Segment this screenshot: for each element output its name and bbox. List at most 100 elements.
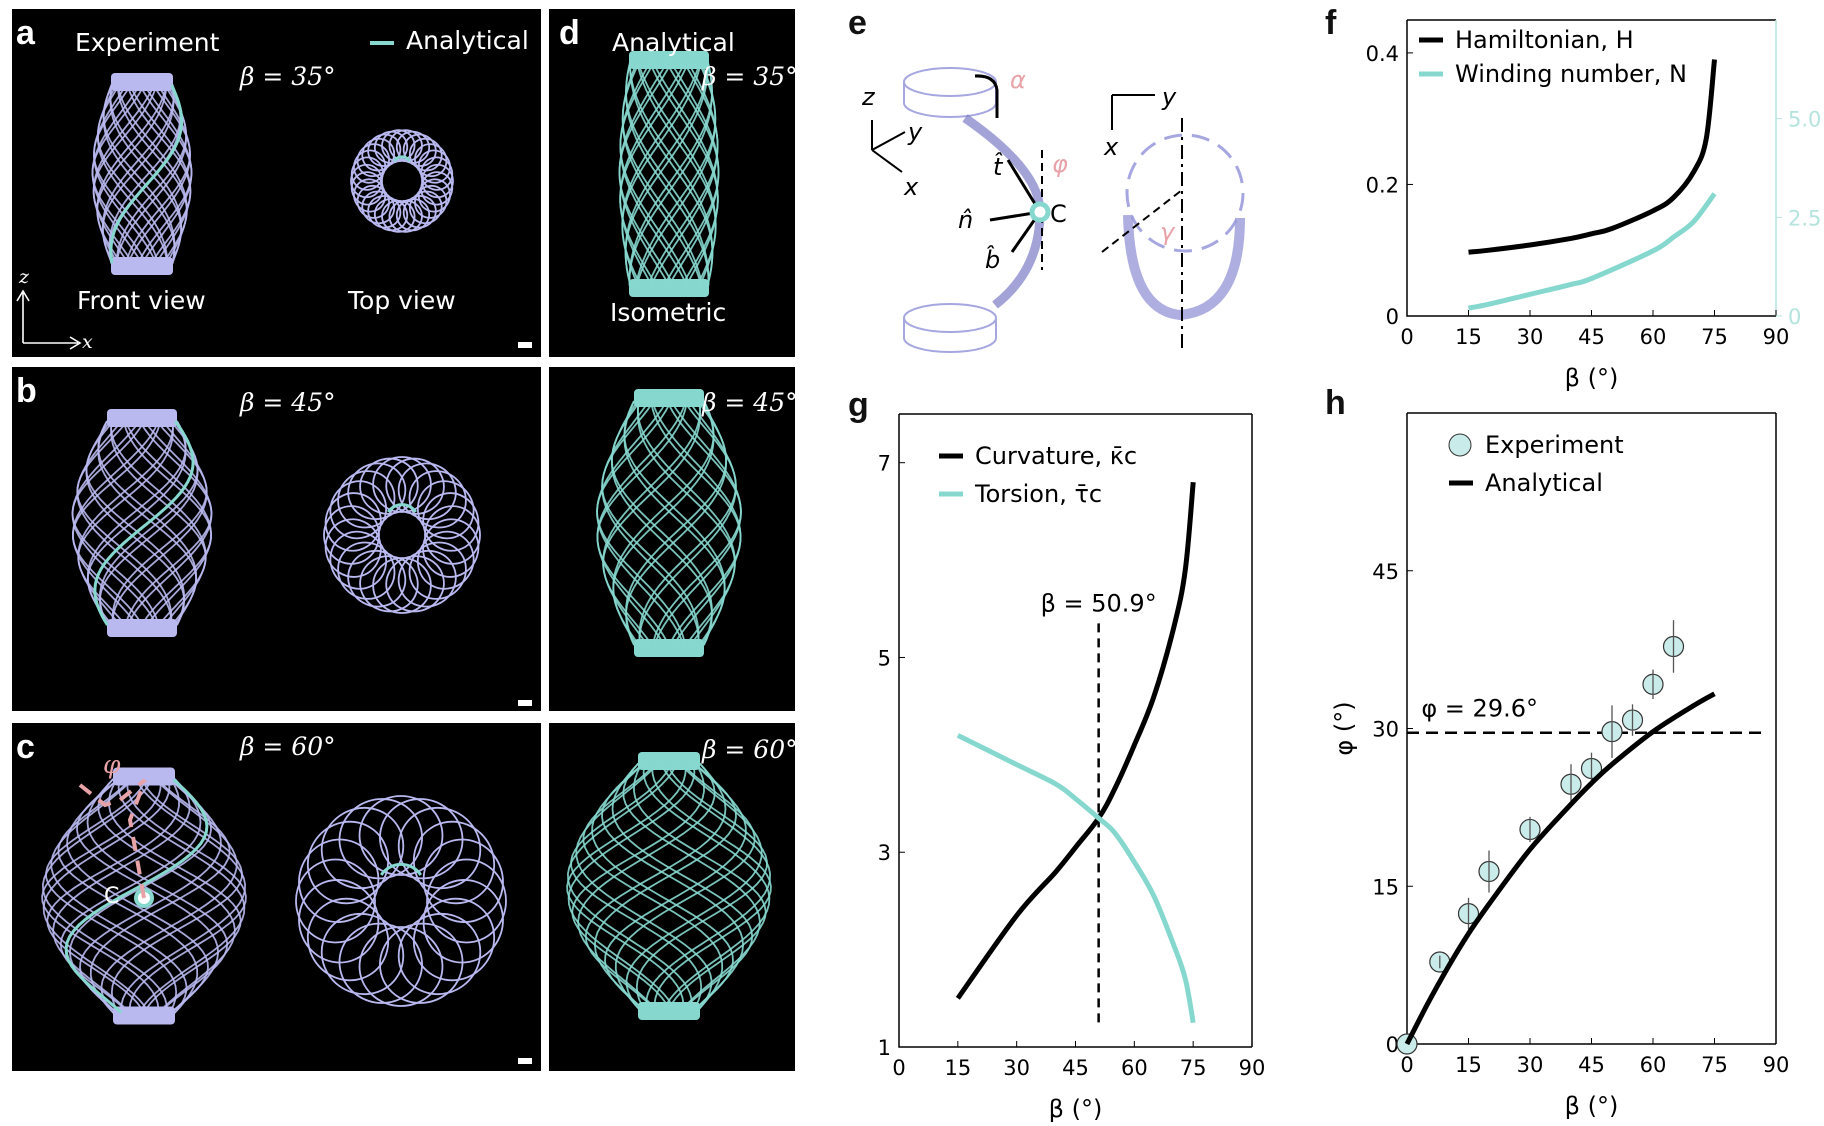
y-tick-label: 45 [1372,560,1399,584]
axis-lines [898,414,1252,1048]
x-tick-label: 90 [1763,1053,1790,1077]
d-beta-60-label: β = 60° [702,735,798,764]
legend-label: Experiment [1485,431,1624,459]
d-beta-35-label: β = 35° [702,62,798,91]
y-tick-label: 0.4 [1366,42,1399,66]
beta-45-label: β = 45° [240,388,336,417]
x-axis-label: β (°) [1565,1092,1619,1120]
d-beta-45-label: β = 45° [702,388,798,417]
axis-lines [1406,413,1776,1045]
e-x2-label: x [1103,133,1119,161]
x-tick-label: 0 [1400,1053,1413,1077]
x-tick-label: 75 [1701,325,1728,349]
panel-letter-a: a [16,14,35,52]
x-tick-label: 30 [1517,325,1544,349]
series-line-0 [955,481,1196,1000]
beta-35-label: β = 35° [240,62,336,91]
front-view-specimen-35 [91,73,193,275]
legend-label: Curvature, κ̄c [975,442,1137,470]
panel-b-experiment-45 [12,367,541,711]
front-view-label: Front view [77,286,206,315]
y-tick-label: 0.2 [1366,173,1399,197]
x-tick-label: 15 [1455,325,1482,349]
top-view-specimen-35 [350,129,454,233]
tangent-label: t̂ [993,153,1004,181]
x-tick-label: 90 [1763,325,1790,349]
top-view-label: Top view [348,286,456,315]
top-view-specimen-45 [323,456,481,614]
series-line-0 [1468,59,1717,255]
legend-marker [1448,433,1472,457]
x-tick-label: 0 [1400,325,1413,349]
experiment-label: Experiment [75,28,220,57]
gamma-label: γ [1160,218,1176,246]
x-tick-label: 45 [1578,325,1605,349]
x-tick-label: 75 [1701,1053,1728,1077]
x-tick-label: 45 [1062,1056,1089,1080]
annotation-label: β = 50.9° [1041,589,1157,617]
isometric-model-35 [618,51,720,297]
isometric-model-60 [566,752,772,1020]
x-tick-label: 60 [1640,325,1667,349]
series-line-1 [1467,192,1717,311]
x-tick-label: 75 [1180,1056,1207,1080]
x-tick-label: 15 [944,1056,971,1080]
z-axis-label: z [19,266,30,288]
e-x-label: x [903,173,919,201]
y2-tick-label: 0 [1788,305,1801,329]
normal-label: n̂ [958,206,973,234]
panel-letter-f: f [1325,4,1337,42]
x-axis-label: β (°) [1565,364,1619,392]
y-axis-label: φ (°) [1330,701,1358,755]
panel-letter-g: g [848,386,869,424]
e-phi-label: φ [1052,150,1068,178]
series-line-1 [956,733,1196,1024]
x-tick-label: 60 [1121,1056,1148,1080]
analytical-legend-swatch [370,41,394,45]
y-tick-label: 30 [1372,718,1399,742]
binormal-label: b̂ [985,246,1000,274]
e-c-label: C [1050,200,1067,228]
panel-letter-c: c [16,728,35,766]
x-tick-label: 60 [1640,1053,1667,1077]
y-tick-label: 7 [878,452,891,476]
zx-axis-arrows-icon [16,289,82,350]
analytical-title: Analytical [612,28,735,57]
panel-letter-e: e [848,4,867,42]
analytical-legend-label: Analytical [406,26,529,55]
x-tick-label: 30 [1517,1053,1544,1077]
panel-c-experiment-60 [12,723,541,1071]
y-tick-label: 3 [878,841,891,865]
e-y-label: y [907,118,923,146]
y-tick-label: 0 [1386,1033,1399,1057]
legend-label: Analytical [1485,469,1603,497]
e-z-label: z [861,83,876,111]
e-y2-label: y [1161,83,1177,111]
annotation-label: φ = 29.6° [1421,695,1538,723]
x-axis-label: β (°) [1049,1095,1103,1123]
panel-letter-b: b [16,372,37,410]
legend-label: Winding number, N [1455,60,1687,88]
alpha-label: α [1010,66,1026,94]
top-view-specimen-60 [295,795,507,1007]
y2-tick-label: 2.5 [1788,206,1821,230]
x-tick-label: 45 [1578,1053,1605,1077]
y2-tick-label: 5.0 [1788,108,1821,132]
x-tick-label: 0 [892,1056,905,1080]
panel-letter-h: h [1325,384,1346,422]
phi-label: φ [103,750,121,779]
y-tick-label: 0 [1386,305,1399,329]
c-point-label: C [104,884,120,909]
x-tick-label: 30 [1003,1056,1030,1080]
isometric-label: Isometric [610,298,727,327]
isometric-model-45 [596,389,742,657]
y-tick-label: 1 [878,1036,891,1060]
scale-bar-b [518,700,532,706]
y-tick-label: 5 [878,646,891,670]
scale-bar-a [518,342,532,348]
chart-g: 0 15 30 45 60 75 90 1 3 5 7 β (°) β = 50.9° Curvature… [878,413,1266,1123]
beta-60-label: β = 60° [240,732,336,761]
x-tick-label: 90 [1239,1056,1266,1080]
